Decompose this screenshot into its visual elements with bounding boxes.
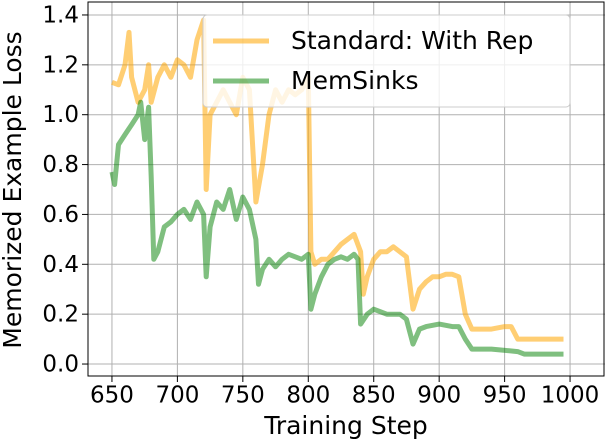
x-tick-label: 650 xyxy=(90,383,134,409)
legend-label: MemSinks xyxy=(291,66,418,95)
y-tick-label: 1.4 xyxy=(42,2,79,28)
y-tick-label: 1.2 xyxy=(42,52,79,78)
x-tick-label: 950 xyxy=(483,383,527,409)
plot-frame xyxy=(87,1,605,377)
y-tick-label: 0.4 xyxy=(42,252,79,278)
x-tick-label: 800 xyxy=(286,383,330,409)
series-line xyxy=(111,17,564,342)
x-tick-label: 750 xyxy=(221,383,265,409)
legend: Standard: With Rep MemSinks xyxy=(202,14,571,108)
x-axis-label: Training Step xyxy=(263,411,428,440)
y-tick-label: 0.0 xyxy=(42,352,79,378)
x-tick-label: 900 xyxy=(417,383,461,409)
y-axis-label: Memorized Example Loss xyxy=(0,31,27,348)
x-tick-label: 1000 xyxy=(541,383,600,409)
y-tick-label: 1.0 xyxy=(42,102,79,128)
series-line xyxy=(109,99,564,357)
x-tick-label: 850 xyxy=(352,383,396,409)
legend-box xyxy=(202,14,571,108)
y-tick-label: 0.2 xyxy=(42,302,79,328)
legend-label: Standard: With Rep xyxy=(291,26,533,55)
y-tick-label: 0.8 xyxy=(42,152,79,178)
x-tick-label: 700 xyxy=(155,383,199,409)
y-tick-label: 0.6 xyxy=(42,202,79,228)
